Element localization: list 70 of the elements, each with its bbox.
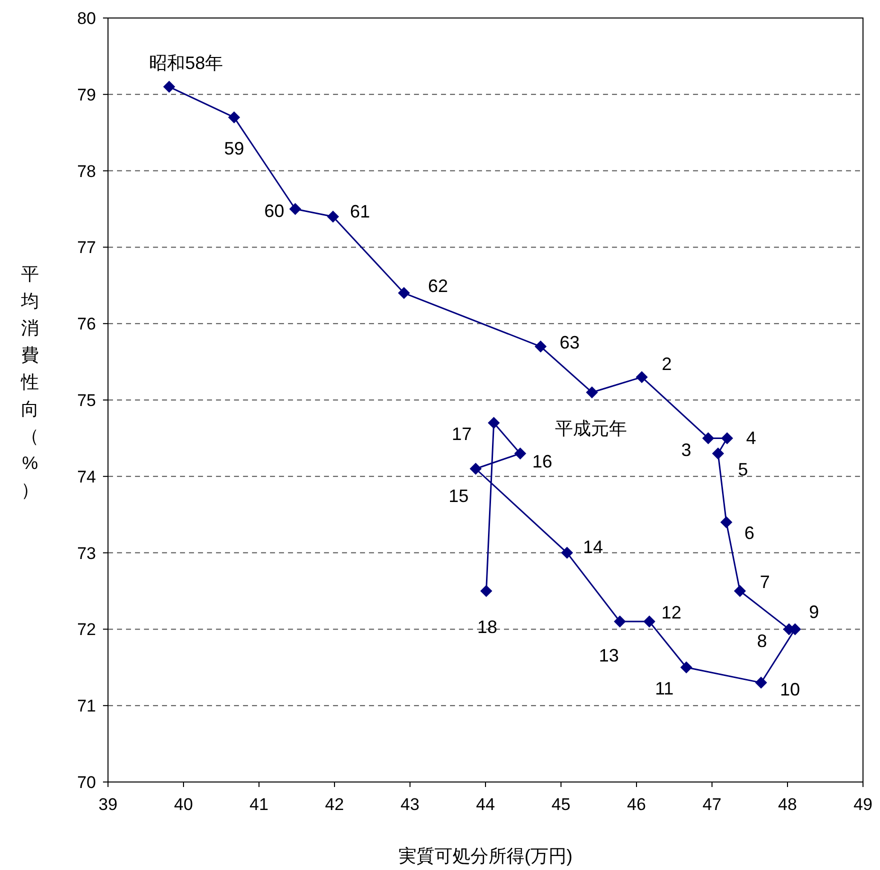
point [734,585,746,597]
annotation: 61 [350,202,370,222]
point [721,432,734,444]
point [755,676,768,689]
point [720,516,732,528]
annotation: 平成元年 [554,418,627,438]
y-tick-label: 73 [77,544,96,563]
y-tick-label: 79 [77,85,96,104]
point [488,416,500,429]
point [534,340,547,353]
point [614,616,626,628]
point [163,80,176,93]
x-tick-label: 43 [400,795,420,814]
x-axis-title: 実質可処分所得(万円) [398,846,572,866]
x-tick-label: 46 [627,795,646,814]
x-tick-label: 40 [174,795,193,814]
point [586,386,598,398]
annotation: 4 [746,428,756,448]
annotation: 3 [681,440,692,460]
annotation: 15 [448,486,469,506]
y-tick-label: 78 [77,162,96,181]
annotation: 18 [477,617,498,637]
y-tick-label: 75 [77,391,96,410]
point [289,203,302,215]
annotation: 13 [598,646,619,666]
x-tick-label: 49 [854,795,872,814]
text: 平均消費性向（%） [21,264,39,500]
annotation: 12 [661,602,682,623]
annotation: 5 [738,459,748,480]
point [712,447,724,460]
y-tick-label: 80 [77,9,96,28]
annotation: 14 [583,536,604,557]
x-tick-label: 39 [98,795,118,814]
annotation: 昭和58年 [149,52,224,73]
annotation: 8 [757,631,768,652]
point [326,210,339,223]
y-tick-label: 72 [77,620,96,640]
point [480,585,492,597]
x-tick-label: 44 [476,795,495,814]
annotation: 16 [532,451,552,472]
point [643,616,656,628]
point [228,111,240,124]
point [514,447,526,460]
y-tick-label: 77 [77,238,96,258]
y-tick-label: 74 [77,467,96,486]
point [702,432,714,444]
annotation: 2 [662,354,672,374]
annotation: 10 [780,680,800,700]
y-tick-label: 71 [77,696,96,716]
annotation: 59 [224,138,244,158]
annotation: 11 [654,678,674,698]
annotation: 6 [744,523,754,544]
x-tick-label: 42 [325,795,344,814]
x-tick-label: 41 [250,795,268,814]
x-tick-label: 45 [552,795,570,814]
y-tick-label: 76 [77,314,96,334]
annotation: 17 [452,424,472,444]
annotation: 62 [428,276,448,296]
point [561,546,574,559]
point [398,287,410,300]
annotation: 63 [560,332,580,353]
y-tick-label: 70 [77,773,96,792]
point [470,462,482,475]
annotation: 7 [760,572,770,592]
annotation: 60 [264,201,284,221]
point [636,371,648,384]
x-tick-label: 48 [778,795,797,814]
annotation: 9 [809,602,820,622]
point [680,661,692,674]
x-tick-label: 47 [702,795,722,814]
